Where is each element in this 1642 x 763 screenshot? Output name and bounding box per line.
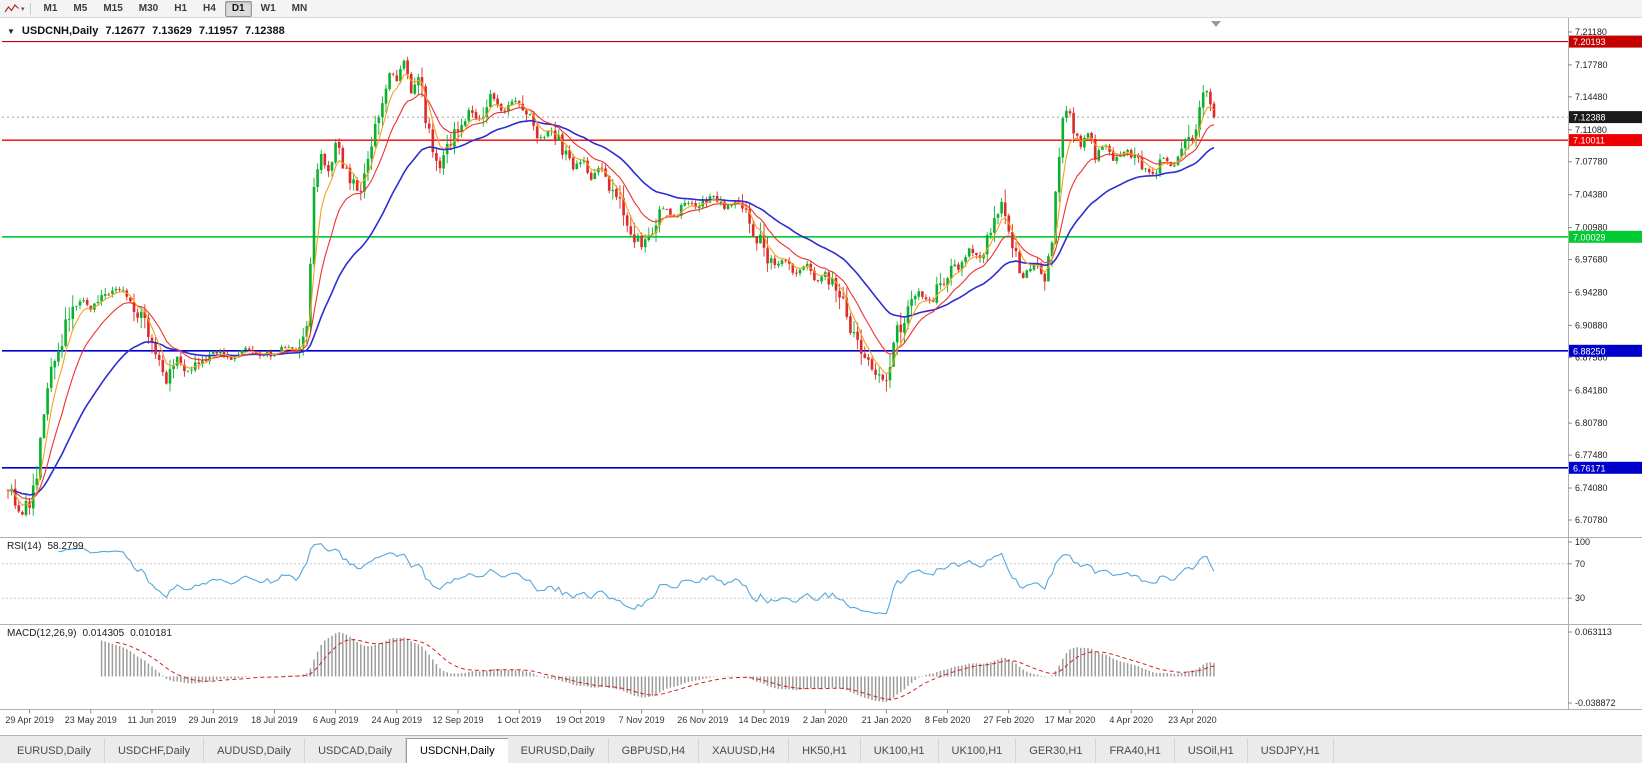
tab-eurusd-daily[interactable]: EURUSD,Daily: [507, 738, 609, 763]
price-axis-label: 7.14480: [1575, 92, 1608, 102]
price-axis-label: 7.11080: [1575, 125, 1607, 135]
date-axis-label: 11 Jun 2019: [128, 715, 177, 725]
price-axis-label: 7.21180: [1575, 27, 1607, 37]
date-axis-label: 29 Apr 2019: [5, 715, 54, 725]
tab-audusd-daily[interactable]: AUDUSD,Daily: [204, 738, 306, 763]
date-axis-label: 18 Jul 2019: [251, 715, 298, 725]
timeframe-m5[interactable]: M5: [73, 2, 88, 14]
timeframe-w1[interactable]: W1: [260, 2, 276, 14]
svg-text:7.10011: 7.10011: [1573, 136, 1605, 146]
price-axis-label: 6.74080: [1575, 483, 1608, 493]
rsi-axis-label: 70: [1575, 559, 1585, 569]
tab-usoil-h1[interactable]: USOil,H1: [1174, 738, 1248, 763]
price-badge: 6.76171: [1569, 461, 1642, 474]
rsi-panel: [2, 543, 1568, 615]
chart-background: [0, 18, 1642, 735]
timeframe-m30[interactable]: M30: [138, 2, 159, 14]
tab-uk100-h1[interactable]: UK100,H1: [860, 738, 939, 763]
svg-text:7.00029: 7.00029: [1573, 232, 1606, 242]
rsi-axis-label: 100: [1575, 537, 1590, 547]
date-axis-label: 19 Oct 2019: [556, 715, 605, 725]
svg-text:7.20193: 7.20193: [1573, 37, 1606, 47]
timeframe-h1[interactable]: H1: [174, 2, 188, 14]
date-axis-label: 29 Jun 2019: [188, 715, 238, 725]
svg-text:7.12388: 7.12388: [1573, 113, 1606, 123]
date-axis-label: 14 Dec 2019: [738, 715, 789, 725]
timeframe-m1[interactable]: M1: [43, 2, 58, 14]
date-axis-label: 7 Nov 2019: [619, 715, 665, 725]
tab-fra40-h1[interactable]: FRA40,H1: [1096, 738, 1175, 763]
price-axis-label: 6.90880: [1575, 320, 1608, 330]
price-axis-label: 7.17780: [1575, 60, 1608, 70]
price-axis-label: 7.00980: [1575, 223, 1608, 233]
price-axis-label: 6.87580: [1575, 352, 1608, 362]
date-axis-label: 21 Jan 2020: [862, 715, 912, 725]
price-axis-label: 6.97680: [1575, 255, 1608, 265]
date-axis-label: 12 Sep 2019: [432, 715, 483, 725]
date-axis-label: 27 Feb 2020: [984, 715, 1035, 725]
price-axis-label: 6.77480: [1575, 450, 1608, 460]
timeframe-m15[interactable]: M15: [103, 2, 123, 14]
tab-eurusd-daily[interactable]: EURUSD,Daily: [4, 738, 105, 763]
price-axis-label: 6.84180: [1575, 385, 1608, 395]
candlesticks: [6, 56, 1216, 517]
price-badge: 7.20193: [1569, 35, 1642, 48]
tab-xauusd-h4[interactable]: XAUUSD,H4: [699, 738, 790, 763]
price-badge: 6.88250: [1569, 344, 1642, 357]
tab-usdcad-daily[interactable]: USDCAD,Daily: [305, 738, 407, 763]
right-shift-marker-icon[interactable]: [1211, 21, 1221, 27]
chart-tool-dropdown-icon[interactable]: ▾: [21, 5, 25, 13]
ma-fast-line: [7, 74, 1215, 506]
price-axis-label: 7.07780: [1575, 157, 1608, 167]
date-axis-label: 1 Oct 2019: [497, 715, 541, 725]
price-axis-label: 6.70780: [1575, 515, 1608, 525]
svg-text:6.76171: 6.76171: [1573, 463, 1606, 473]
price-badge: 7.10011: [1569, 134, 1642, 147]
price-axis[interactable]: 7.21180 7.17780 7.14480 7.11080 7.07780 7.043…: [1568, 27, 1608, 525]
price-badge: 7.00029: [1569, 230, 1642, 243]
timeframe-d1[interactable]: D1: [224, 0, 252, 17]
price-axis-label: 7.04380: [1575, 190, 1608, 200]
macd-signal-line: [115, 638, 1215, 700]
date-axis-label: 24 Aug 2019: [372, 715, 423, 725]
tab-usdchf-daily[interactable]: USDCHF,Daily: [104, 738, 205, 763]
price-axis-label: 6.94280: [1575, 287, 1608, 297]
timeframe-mn[interactable]: MN: [291, 2, 308, 14]
zigzag-chart-icon: [4, 3, 19, 12]
ma-slow-line: [7, 119, 1215, 496]
date-axis-label: 8 Feb 2020: [925, 715, 971, 725]
price-badge: 7.12388: [1569, 111, 1642, 124]
chart-tab-bar: EURUSD,Daily USDCHF,Daily AUDUSD,Daily USDC…: [0, 735, 1642, 763]
chart-canvas[interactable]: 7.21180 7.17780 7.14480 7.11080 7.07780 7.043…: [0, 18, 1642, 735]
chart-tool-icon[interactable]: [4, 3, 20, 15]
date-axis-label: 26 Nov 2019: [677, 715, 728, 725]
timeframe-h4[interactable]: H4: [203, 2, 216, 14]
price-axis-label: 6.80780: [1575, 418, 1608, 428]
tab-ger30-h1[interactable]: GER30,H1: [1016, 738, 1097, 763]
timeframe-toolbar: ▾ M1 M5 M15 M30 H1 H4 D1 W1 MN: [0, 0, 1642, 18]
rsi-axis-label: 30: [1575, 593, 1585, 603]
macd-axis-label: 0.063113: [1575, 627, 1612, 637]
macd-axis-label: -0.038872: [1575, 698, 1616, 708]
date-axis-label: 6 Aug 2019: [313, 715, 359, 725]
date-axis[interactable]: 29 Apr 2019 23 May 2019 11 Jun 2019 29 Jun …: [5, 709, 1217, 726]
date-axis-label: 4 Apr 2020: [1109, 715, 1153, 725]
main-price-panel: [2, 40, 1568, 517]
tab-uk100-h1[interactable]: UK100,H1: [938, 738, 1017, 763]
date-axis-label: 17 Mar 2020: [1045, 715, 1096, 725]
svg-text:6.88250: 6.88250: [1573, 346, 1606, 356]
tab-usdjpy-h1[interactable]: USDJPY,H1: [1247, 738, 1334, 763]
rsi-line: [58, 543, 1215, 615]
tab-hk50-h1[interactable]: HK50,H1: [789, 738, 861, 763]
ma-medium-line: [7, 92, 1215, 501]
toolbar-separator: [29, 2, 31, 15]
date-axis-label: 2 Jan 2020: [803, 715, 848, 725]
date-axis-label: 23 May 2019: [65, 715, 117, 725]
timeframe-button-group: M1 M5 M15 M30 H1 H4 D1 W1 MN: [37, 0, 315, 17]
tab-gbpusd-h4[interactable]: GBPUSD,H4: [608, 738, 700, 763]
macd-panel: [100, 632, 1215, 702]
tab-usdcnh-daily[interactable]: USDCNH,Daily: [406, 738, 509, 763]
date-axis-label: 23 Apr 2020: [1168, 715, 1217, 725]
